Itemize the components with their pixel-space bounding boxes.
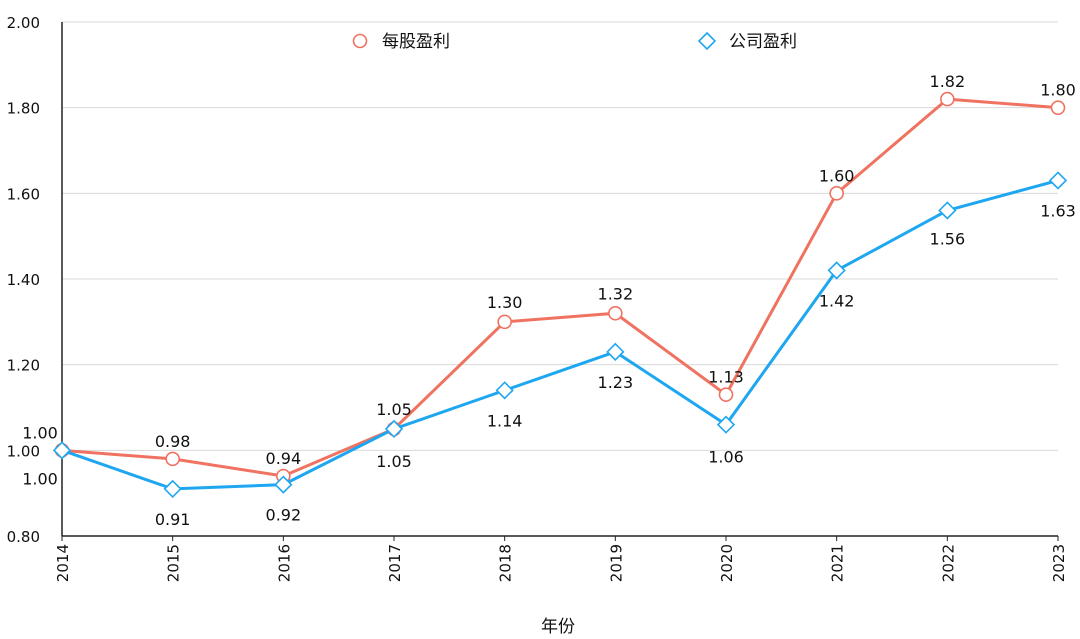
series-line [61,179,1059,491]
data-label: 1.05 [376,400,412,419]
x-axis-title: 年份 [541,617,575,637]
data-label: 1.06 [708,448,744,467]
data-label: 1.63 [1040,201,1076,220]
data-label: 1.00 [22,423,58,442]
data-point [1048,171,1068,190]
y-tick-label: 1.00 [7,442,40,460]
data-label: 1.80 [1040,81,1076,100]
series-group: 1.00 0.98 0.94 1.05 1.30 1.32 1.13 1.60 1.82 1.80… [22,72,1076,529]
data-label: 1.00 [22,469,58,488]
data-label: 1.56 [930,229,966,248]
y-tick-label: 1.80 [7,100,40,118]
data-point [163,479,182,499]
y-tick-label: 1.40 [7,271,40,289]
data-label: 1.05 [376,452,412,471]
x-tick-label: 2022 [939,544,957,582]
grid-lines [62,21,1058,537]
y-axis: 0.80 1.00 1.20 1.40 1.60 1.80 2.00 [7,14,63,546]
data-point [606,342,625,361]
data-point [827,261,846,280]
data-point [608,305,623,321]
data-point [495,381,514,400]
x-tick-label: 2016 [275,544,293,582]
data-label: 0.92 [266,506,302,525]
data-label: 1.13 [708,368,744,387]
series-company-earnings: 1.00 0.91 0.92 1.05 1.14 1.23 1.06 1.42 1.56 1.63 [22,171,1076,529]
data-label: 0.91 [155,510,191,529]
data-label: 1.23 [598,373,634,392]
x-tick-label: 2018 [497,544,515,582]
data-label: 1.42 [819,291,855,310]
data-label: 1.82 [930,72,966,91]
data-point [165,451,180,467]
y-tick-label: 0.80 [7,528,40,546]
data-label: 1.32 [598,284,634,303]
data-point [497,314,512,330]
data-point [274,475,293,494]
series-eps: 1.00 0.98 0.94 1.05 1.30 1.32 1.13 1.60 1.82 1.80 [22,72,1076,484]
x-tick-label: 2023 [1050,544,1068,582]
data-label: 0.98 [155,432,191,451]
x-tick-label: 2015 [165,544,183,582]
data-point [940,91,955,107]
data-point [52,441,72,460]
data-point [716,415,736,434]
y-tick-label: 2.00 [7,14,40,32]
y-tick-label: 1.20 [7,357,40,375]
series-line [61,97,1059,478]
data-label: 1.30 [487,293,523,312]
x-tick-label: 2014 [54,544,72,582]
data-label: 1.60 [819,166,855,185]
data-point [718,387,734,402]
x-tick-label: 2020 [718,544,736,582]
legend-circle-marker [352,33,368,49]
legend-item: 公司盈利 [697,31,797,52]
data-point [829,186,844,201]
x-tick-label: 2017 [386,544,404,582]
x-axis: 2014 2015 2016 2017 2018 2019 2020 2021 2022 2023 [54,536,1068,582]
x-tick-label: 2019 [607,544,625,582]
legend-label: 公司盈利 [729,32,797,52]
data-point [938,201,957,220]
legend-item: 每股盈利 [352,32,450,52]
legend-label: 每股盈利 [382,32,450,52]
x-tick-label: 2021 [829,544,847,582]
data-point [384,419,404,439]
legend: 每股盈利 公司盈利 [352,31,797,52]
legend-diamond-marker [697,31,717,51]
data-label: 0.94 [266,449,302,468]
data-point [1050,100,1066,115]
data-label: 1.14 [487,411,523,430]
y-tick-label: 1.60 [7,185,40,203]
